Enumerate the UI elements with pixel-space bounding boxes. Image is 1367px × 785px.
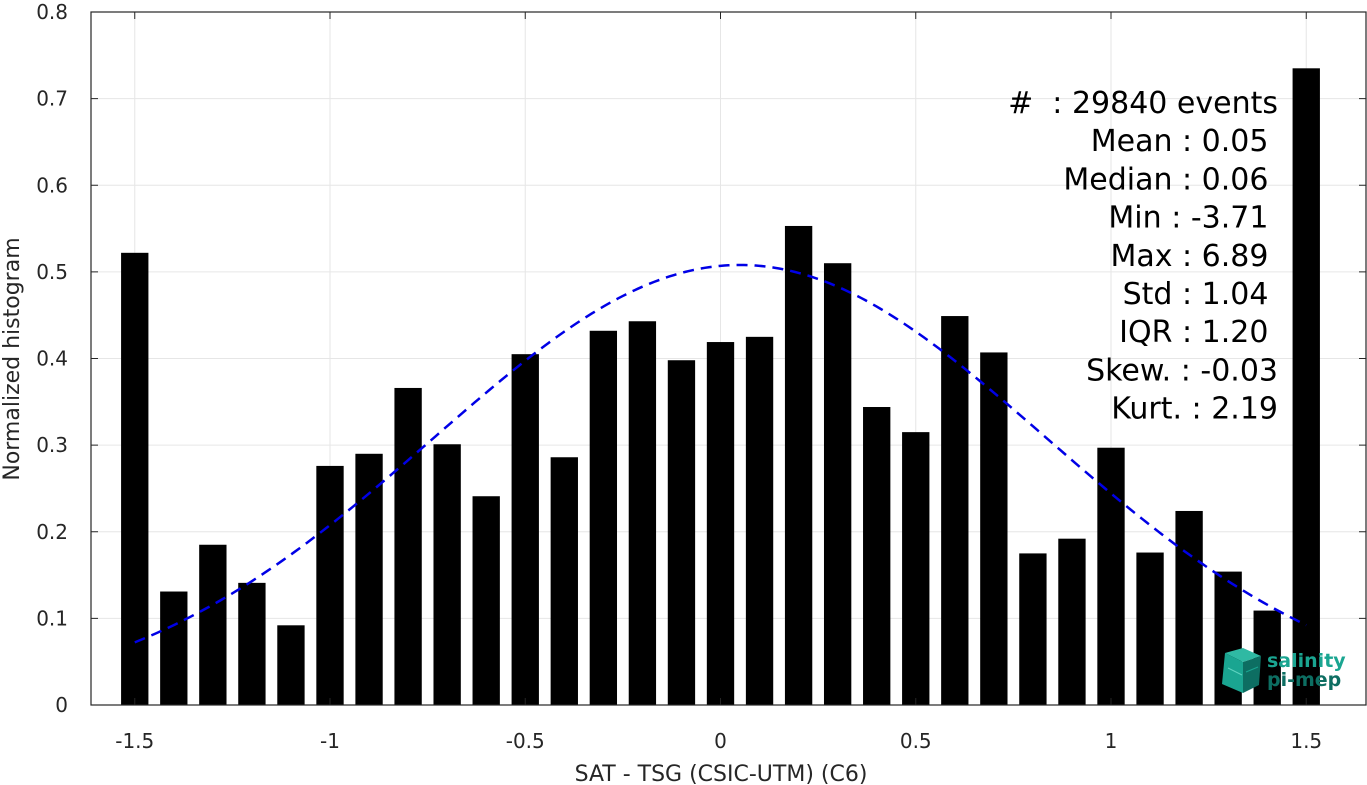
x-tick-label-4: 0.5 bbox=[900, 729, 932, 753]
histogram-bar-24 bbox=[1058, 538, 1086, 705]
y-axis-label: Normalized histogram bbox=[0, 237, 25, 480]
y-tick-label-8: 0.8 bbox=[36, 0, 68, 24]
stat-line-0: # : 29840 events bbox=[1008, 86, 1278, 121]
x-tick-label-5: 1 bbox=[1105, 729, 1118, 753]
y-tick-label-1: 0.1 bbox=[36, 606, 68, 630]
y-tick-label-2: 0.2 bbox=[36, 520, 68, 544]
y-tick-label-3: 0.3 bbox=[36, 433, 68, 457]
histogram-bar-21 bbox=[941, 316, 969, 705]
histogram-bar-15 bbox=[706, 342, 735, 705]
x-tick-label-3: 0 bbox=[714, 729, 727, 753]
histogram-bar-0 bbox=[121, 252, 149, 705]
stat-line-1: Mean : 0.05 bbox=[1091, 124, 1278, 159]
histogram-bar-9 bbox=[472, 496, 500, 705]
histogram-bar-16 bbox=[745, 336, 774, 705]
histogram-bar-26 bbox=[1136, 552, 1164, 705]
logo-line1: salinity bbox=[1267, 650, 1346, 672]
salinity-pimep-logo: salinity pi-mep bbox=[1222, 648, 1346, 693]
histogram-bar-6 bbox=[355, 453, 383, 705]
histogram-bar-25 bbox=[1097, 447, 1125, 705]
y-tick-label-0: 0 bbox=[55, 693, 68, 717]
histogram-bar-14 bbox=[667, 360, 696, 705]
stat-line-3: Min : -3.71 bbox=[1108, 201, 1278, 236]
y-tick-label-4: 0.4 bbox=[36, 347, 68, 371]
histogram-bar-4 bbox=[277, 625, 305, 705]
histogram-bar-8 bbox=[433, 444, 461, 705]
y-tick-labels: 0 0.1 0.2 0.3 0.4 0.5 0.6 0.7 0.8 bbox=[36, 0, 68, 717]
stat-line-2: Median : 0.06 bbox=[1063, 162, 1278, 197]
histogram-bar-30 bbox=[1292, 68, 1320, 705]
histogram-bars bbox=[121, 68, 1320, 705]
histogram-bar-20 bbox=[902, 432, 930, 705]
x-tick-label-1: -1 bbox=[320, 729, 340, 753]
x-tick-labels: -1.5 -1 -0.5 0 0.5 1 1.5 bbox=[115, 729, 1322, 753]
histogram-bar-3 bbox=[238, 582, 266, 705]
stat-line-4: Max : 6.89 bbox=[1110, 239, 1278, 274]
histogram-bar-1 bbox=[160, 591, 188, 705]
cube-icon bbox=[1222, 648, 1261, 693]
histogram-bar-5 bbox=[316, 465, 344, 705]
y-tick-label-6: 0.6 bbox=[36, 173, 68, 197]
histogram-bar-7 bbox=[394, 387, 422, 705]
histogram-bar-13 bbox=[628, 321, 657, 705]
histogram-bar-12 bbox=[589, 330, 618, 705]
histogram-bar-19 bbox=[863, 407, 891, 705]
histogram-bar-18 bbox=[823, 263, 852, 705]
histogram-bar-22 bbox=[980, 352, 1008, 705]
stat-line-8: Kurt. : 2.19 bbox=[1111, 392, 1278, 427]
stat-line-7: Skew. : -0.03 bbox=[1086, 353, 1278, 388]
x-axis-label: SAT - TSG (CSIC-UTM) (C6) bbox=[575, 762, 868, 785]
stat-line-6: IQR : 1.20 bbox=[1119, 315, 1278, 350]
gaussian-fit-curve bbox=[134, 263, 1307, 644]
histogram-bar-27 bbox=[1175, 510, 1203, 705]
y-tick-label-7: 0.7 bbox=[36, 87, 68, 111]
x-tick-label-2: -0.5 bbox=[506, 729, 545, 753]
histogram-bar-17 bbox=[784, 225, 813, 705]
histogram-bar-10 bbox=[511, 354, 539, 705]
stat-line-5: Std : 1.04 bbox=[1123, 277, 1278, 312]
logo-line2: pi-mep bbox=[1267, 669, 1341, 691]
histogram-bar-11 bbox=[550, 457, 578, 705]
x-tick-label-0: -1.5 bbox=[115, 729, 154, 753]
axes bbox=[90, 11, 1367, 706]
x-tick-label-6: 1.5 bbox=[1290, 729, 1322, 753]
histogram-bar-23 bbox=[1019, 553, 1047, 705]
histogram-bar-2 bbox=[199, 544, 227, 705]
y-tick-label-5: 0.5 bbox=[36, 260, 68, 284]
